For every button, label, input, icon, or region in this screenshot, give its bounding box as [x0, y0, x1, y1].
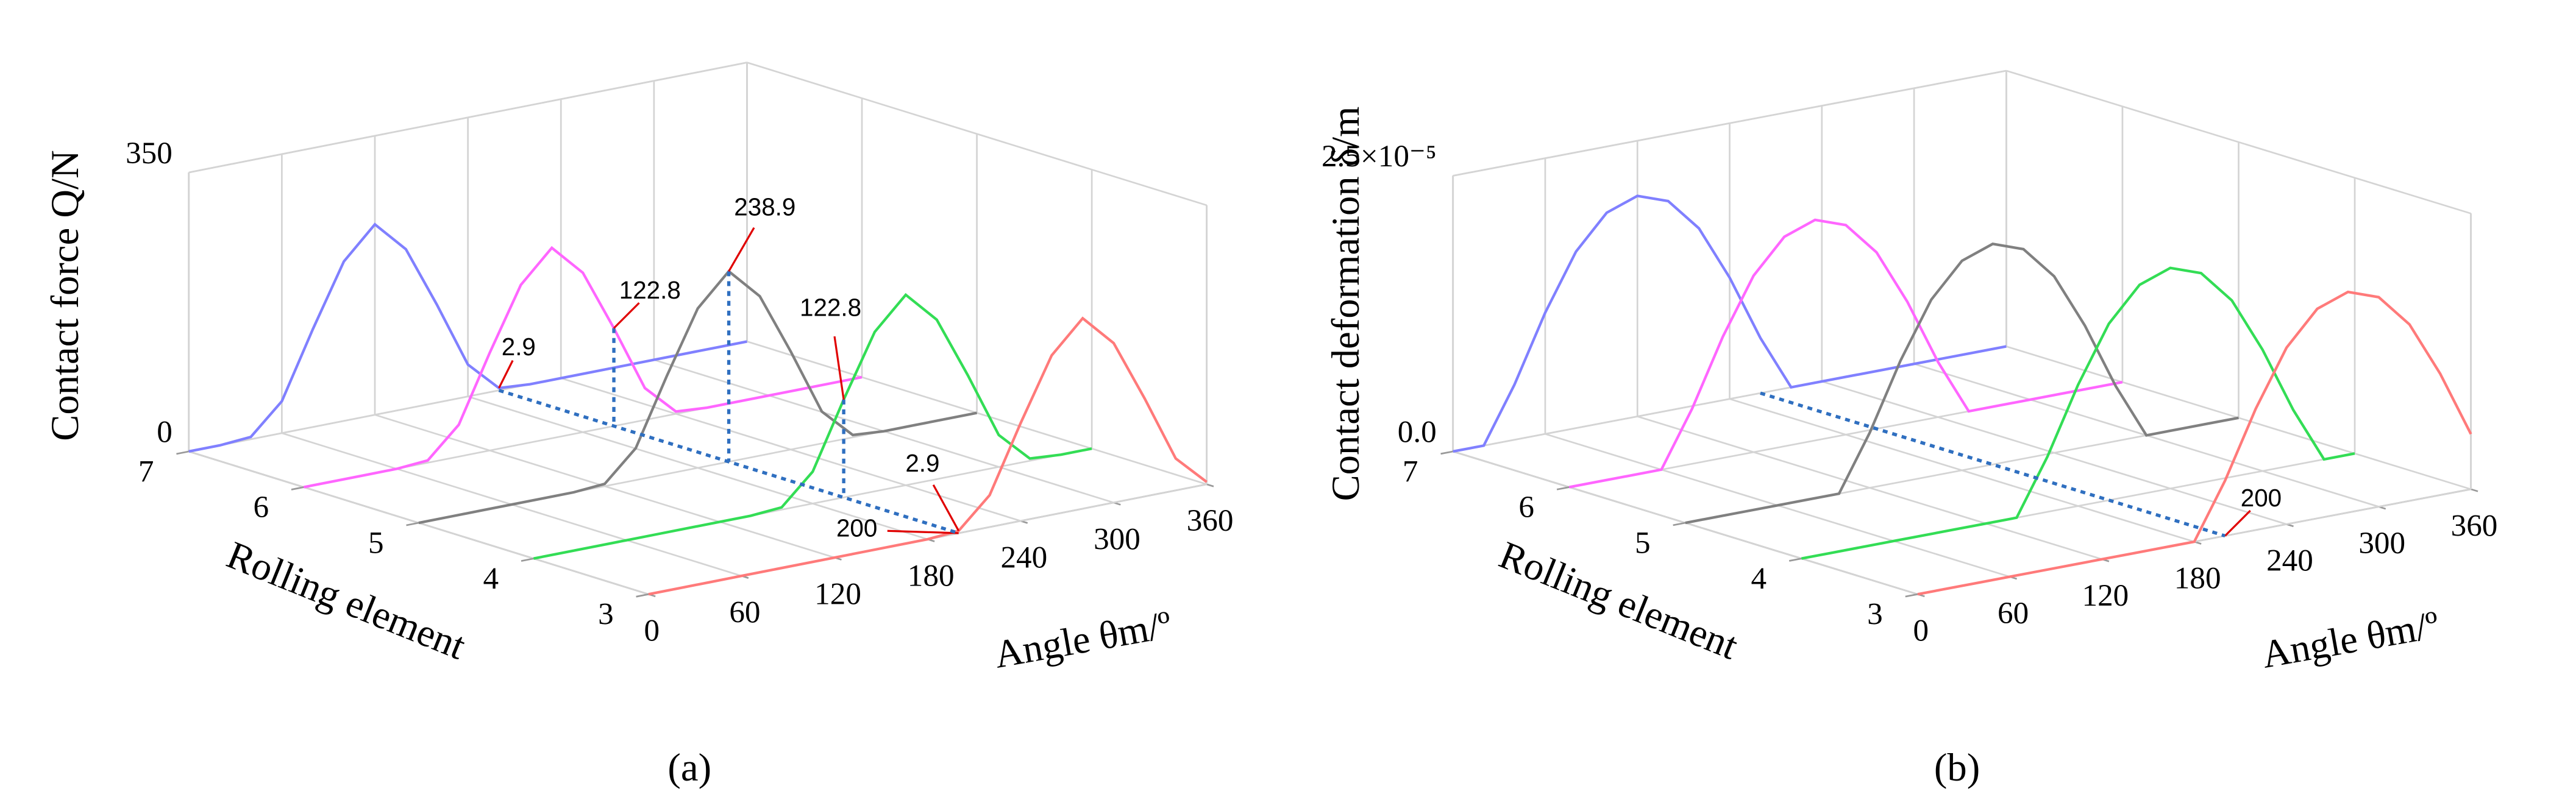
x-tick-label: 120 [2082, 578, 2129, 613]
tick-mark [291, 486, 304, 490]
tick-mark [2471, 488, 2478, 492]
caption: (b) [1934, 745, 1980, 789]
tick-mark [521, 558, 534, 562]
guide-line [1760, 391, 2226, 538]
annotation-leader [887, 529, 959, 534]
series-line [1568, 218, 2123, 489]
annotation: 2.9 [905, 449, 939, 477]
annotation-leader [728, 227, 755, 272]
x-tick-label: 0 [644, 614, 660, 648]
x-tick-label: 60 [1998, 596, 2029, 631]
annotation-leader [2224, 509, 2251, 537]
x-tick-label: 360 [2451, 508, 2498, 543]
annotation: 122.8 [800, 293, 861, 321]
tick-mark [1788, 558, 1802, 562]
x-tick-label: 180 [908, 558, 955, 593]
series-line [1453, 194, 2007, 453]
y-tick-label: 2.5×10⁻⁵ [1322, 139, 1437, 174]
tick-mark [636, 593, 649, 598]
annotation-leader [613, 302, 640, 329]
y-tick-label: 350 [126, 136, 173, 171]
x-tick-label: 60 [729, 595, 760, 630]
tick-mark [1556, 486, 1570, 490]
series-line [188, 222, 747, 453]
annotation: 238.9 [734, 193, 795, 221]
tick-mark [1206, 483, 1214, 487]
annotation-leader [498, 359, 514, 389]
z-tick-label: 5 [1635, 526, 1651, 561]
x-tick-label: 0 [1913, 614, 1929, 648]
tick-mark [406, 522, 419, 526]
x-tick-label: 240 [2266, 544, 2313, 578]
z-tick-label: 5 [368, 526, 384, 561]
series-line [418, 269, 978, 525]
series-line [1685, 243, 2239, 525]
x-tick-label: 180 [2174, 561, 2221, 595]
z-tick-label: 3 [1867, 597, 1883, 632]
annotation: 122.8 [619, 276, 681, 304]
y-tick-label: 0 [157, 415, 173, 450]
annotation: 200 [2241, 484, 2282, 512]
y-axis-title: Contact deformation δ/m [1323, 107, 1367, 501]
series-line [1917, 290, 2472, 596]
z-tick-label: 6 [1518, 490, 1534, 525]
z-tick-label: 7 [138, 454, 154, 489]
grid-line [188, 62, 747, 174]
annotation-leader [932, 484, 960, 531]
x-tick-label: 360 [1187, 503, 1234, 538]
annotation: 200 [836, 514, 877, 542]
x-tick-label: 300 [1094, 522, 1140, 556]
z-tick-label: 3 [598, 597, 614, 632]
grid-line [1453, 69, 2007, 177]
y-tick-label: 0.0 [1398, 415, 1437, 450]
series-line [303, 246, 863, 489]
x-tick-label: 120 [814, 576, 861, 611]
z-tick-label: 6 [253, 490, 269, 525]
x-tick-label: 300 [2358, 526, 2405, 561]
annotation-leader [833, 336, 845, 400]
series-line [533, 292, 1092, 560]
z-tick-label: 4 [1751, 561, 1767, 596]
z-tick-label: 7 [1403, 454, 1418, 489]
x-tick-label: 240 [1000, 540, 1047, 575]
series-line [648, 316, 1208, 596]
caption: (a) [667, 745, 711, 789]
z-tick-label: 4 [483, 561, 499, 596]
series-line [1801, 266, 2355, 560]
guide-line [498, 389, 959, 535]
y-axis-title: Contact force Q/N [43, 150, 87, 441]
tick-mark [176, 450, 190, 455]
tick-mark [1905, 593, 1918, 598]
tick-mark [1673, 522, 1686, 526]
annotation: 2.9 [502, 333, 536, 361]
tick-mark [1440, 450, 1453, 455]
